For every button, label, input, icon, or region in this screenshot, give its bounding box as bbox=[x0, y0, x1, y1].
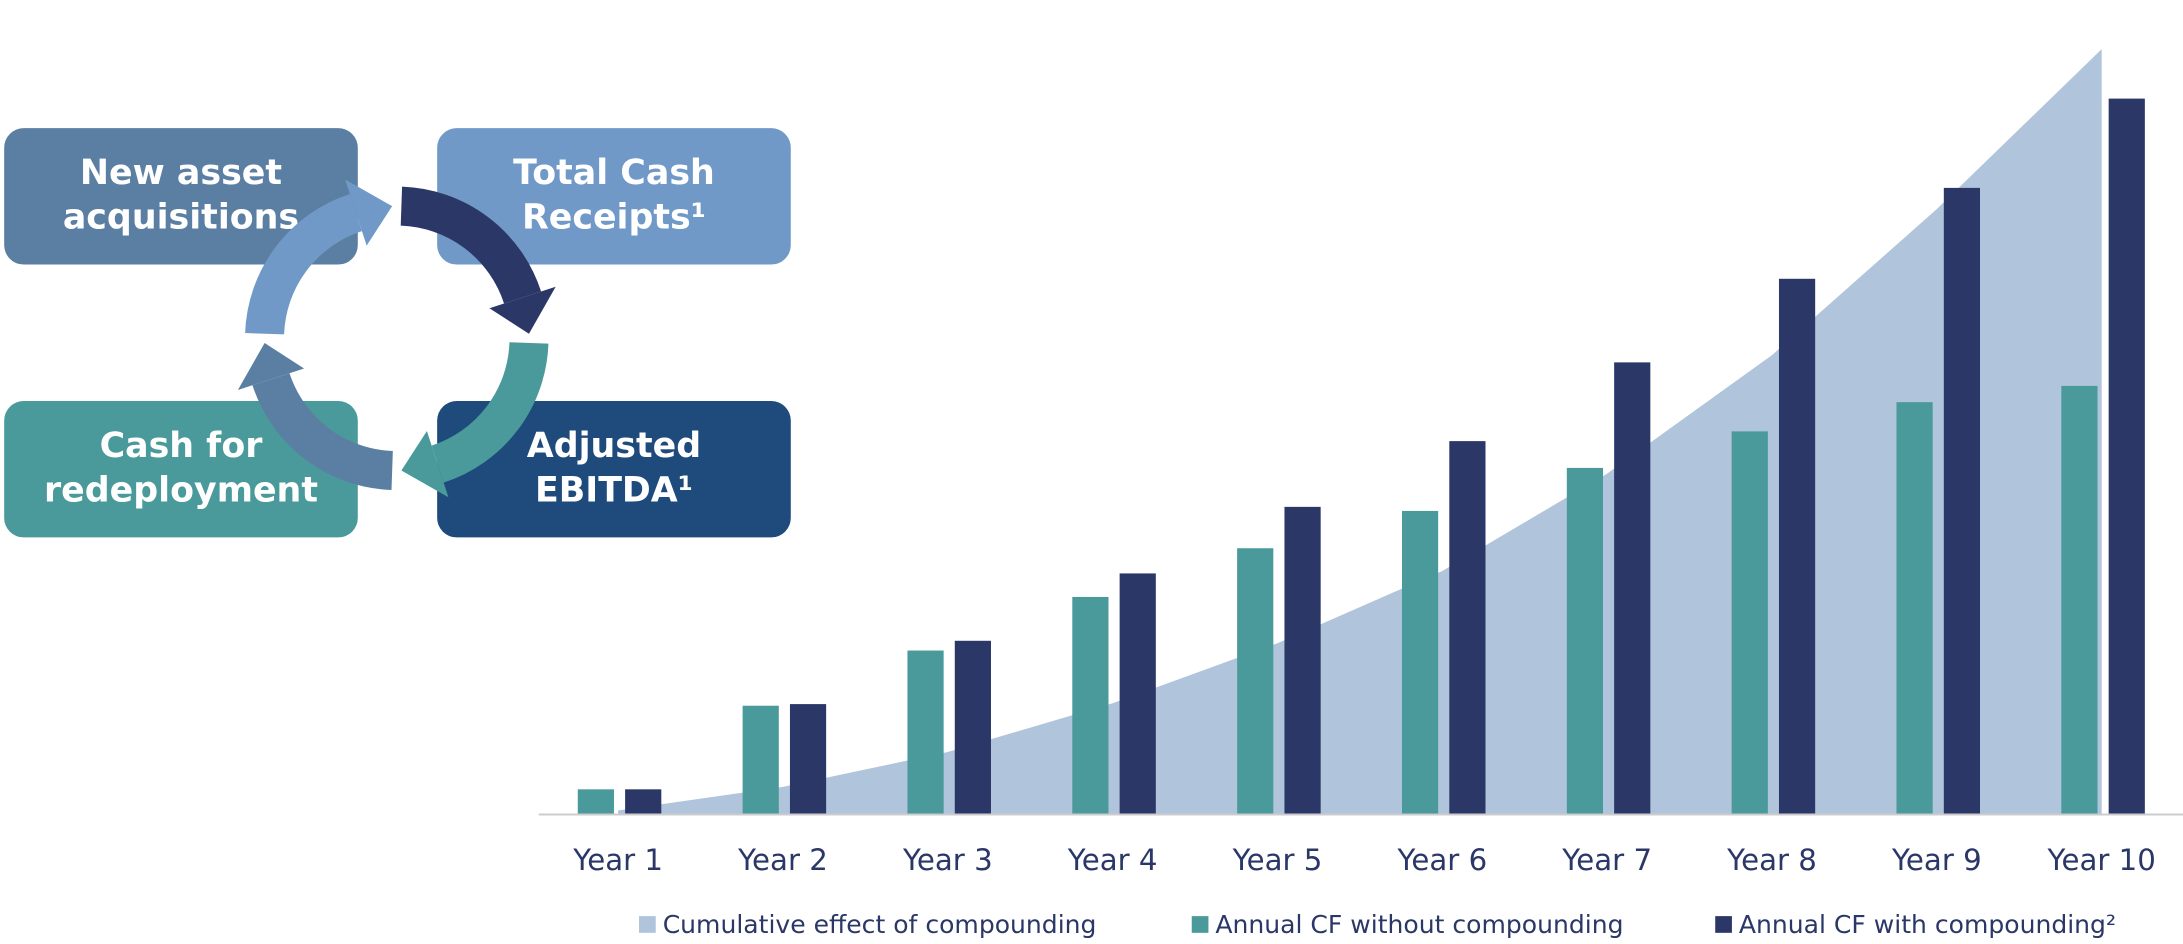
arrow-head bbox=[401, 431, 449, 498]
bar bbox=[789, 704, 827, 815]
box-label: Adjusted bbox=[527, 426, 701, 466]
bar bbox=[1284, 506, 1321, 815]
bar bbox=[1614, 362, 1651, 815]
bar bbox=[954, 640, 991, 815]
cumulative-area bbox=[618, 49, 2102, 815]
box-label: redeployment bbox=[44, 470, 318, 510]
x-tick-label: Year 6 bbox=[1396, 843, 1487, 877]
legend-label: Annual CF with compounding² bbox=[1739, 910, 2116, 939]
x-tick-label: Year 7 bbox=[1561, 843, 1652, 877]
bar bbox=[1072, 596, 1109, 815]
box-label: Total Cash bbox=[513, 153, 715, 193]
bar bbox=[2061, 385, 2098, 815]
x-tick-label: Year 8 bbox=[1726, 843, 1817, 877]
x-tick-label: Year 10 bbox=[2047, 843, 2156, 877]
cycle-arrow bbox=[252, 372, 394, 491]
bar bbox=[907, 650, 944, 815]
bar bbox=[1943, 187, 1981, 815]
box-label: Cash for bbox=[100, 426, 264, 466]
box-label: acquisitions bbox=[63, 198, 299, 238]
x-tick-label: Year 2 bbox=[737, 843, 828, 877]
x-tick-label: Year 4 bbox=[1067, 843, 1158, 877]
bar bbox=[1778, 278, 1816, 815]
x-tick-label: Year 5 bbox=[1232, 843, 1323, 877]
bar bbox=[1566, 467, 1604, 815]
x-tick-label: Year 3 bbox=[902, 843, 993, 877]
diagram-box bbox=[437, 400, 791, 538]
bar bbox=[1119, 573, 1156, 815]
arrow-head bbox=[345, 179, 393, 246]
cycle-arrow bbox=[400, 186, 542, 305]
box-label: New asset bbox=[80, 153, 282, 193]
bar bbox=[1401, 510, 1439, 815]
arrow-head bbox=[237, 342, 305, 390]
bar bbox=[1731, 431, 1768, 815]
cycle-arrow bbox=[245, 194, 363, 335]
box-label: EBITDA¹ bbox=[535, 470, 693, 510]
box-label: Receipts¹ bbox=[522, 198, 706, 238]
cycle-arrow bbox=[431, 341, 549, 483]
diagram-box bbox=[4, 128, 358, 265]
legend-swatch bbox=[1715, 916, 1732, 933]
x-tick-label: Year 9 bbox=[1891, 843, 1982, 877]
diagram-box bbox=[4, 400, 358, 538]
legend-label: Cumulative effect of compounding bbox=[663, 910, 1097, 939]
bar bbox=[742, 705, 779, 815]
bar bbox=[577, 789, 614, 815]
x-tick-label: Year 1 bbox=[572, 843, 663, 877]
legend-swatch bbox=[1191, 916, 1209, 933]
diagram-box bbox=[437, 128, 791, 265]
legend-swatch bbox=[639, 916, 656, 933]
bar bbox=[625, 789, 662, 815]
arrow-head bbox=[489, 286, 556, 334]
bar bbox=[1449, 441, 1486, 815]
bar bbox=[1237, 548, 1274, 815]
bar bbox=[1896, 402, 1933, 815]
bar bbox=[2108, 98, 2145, 815]
legend-label: Annual CF without compounding bbox=[1215, 910, 1623, 939]
